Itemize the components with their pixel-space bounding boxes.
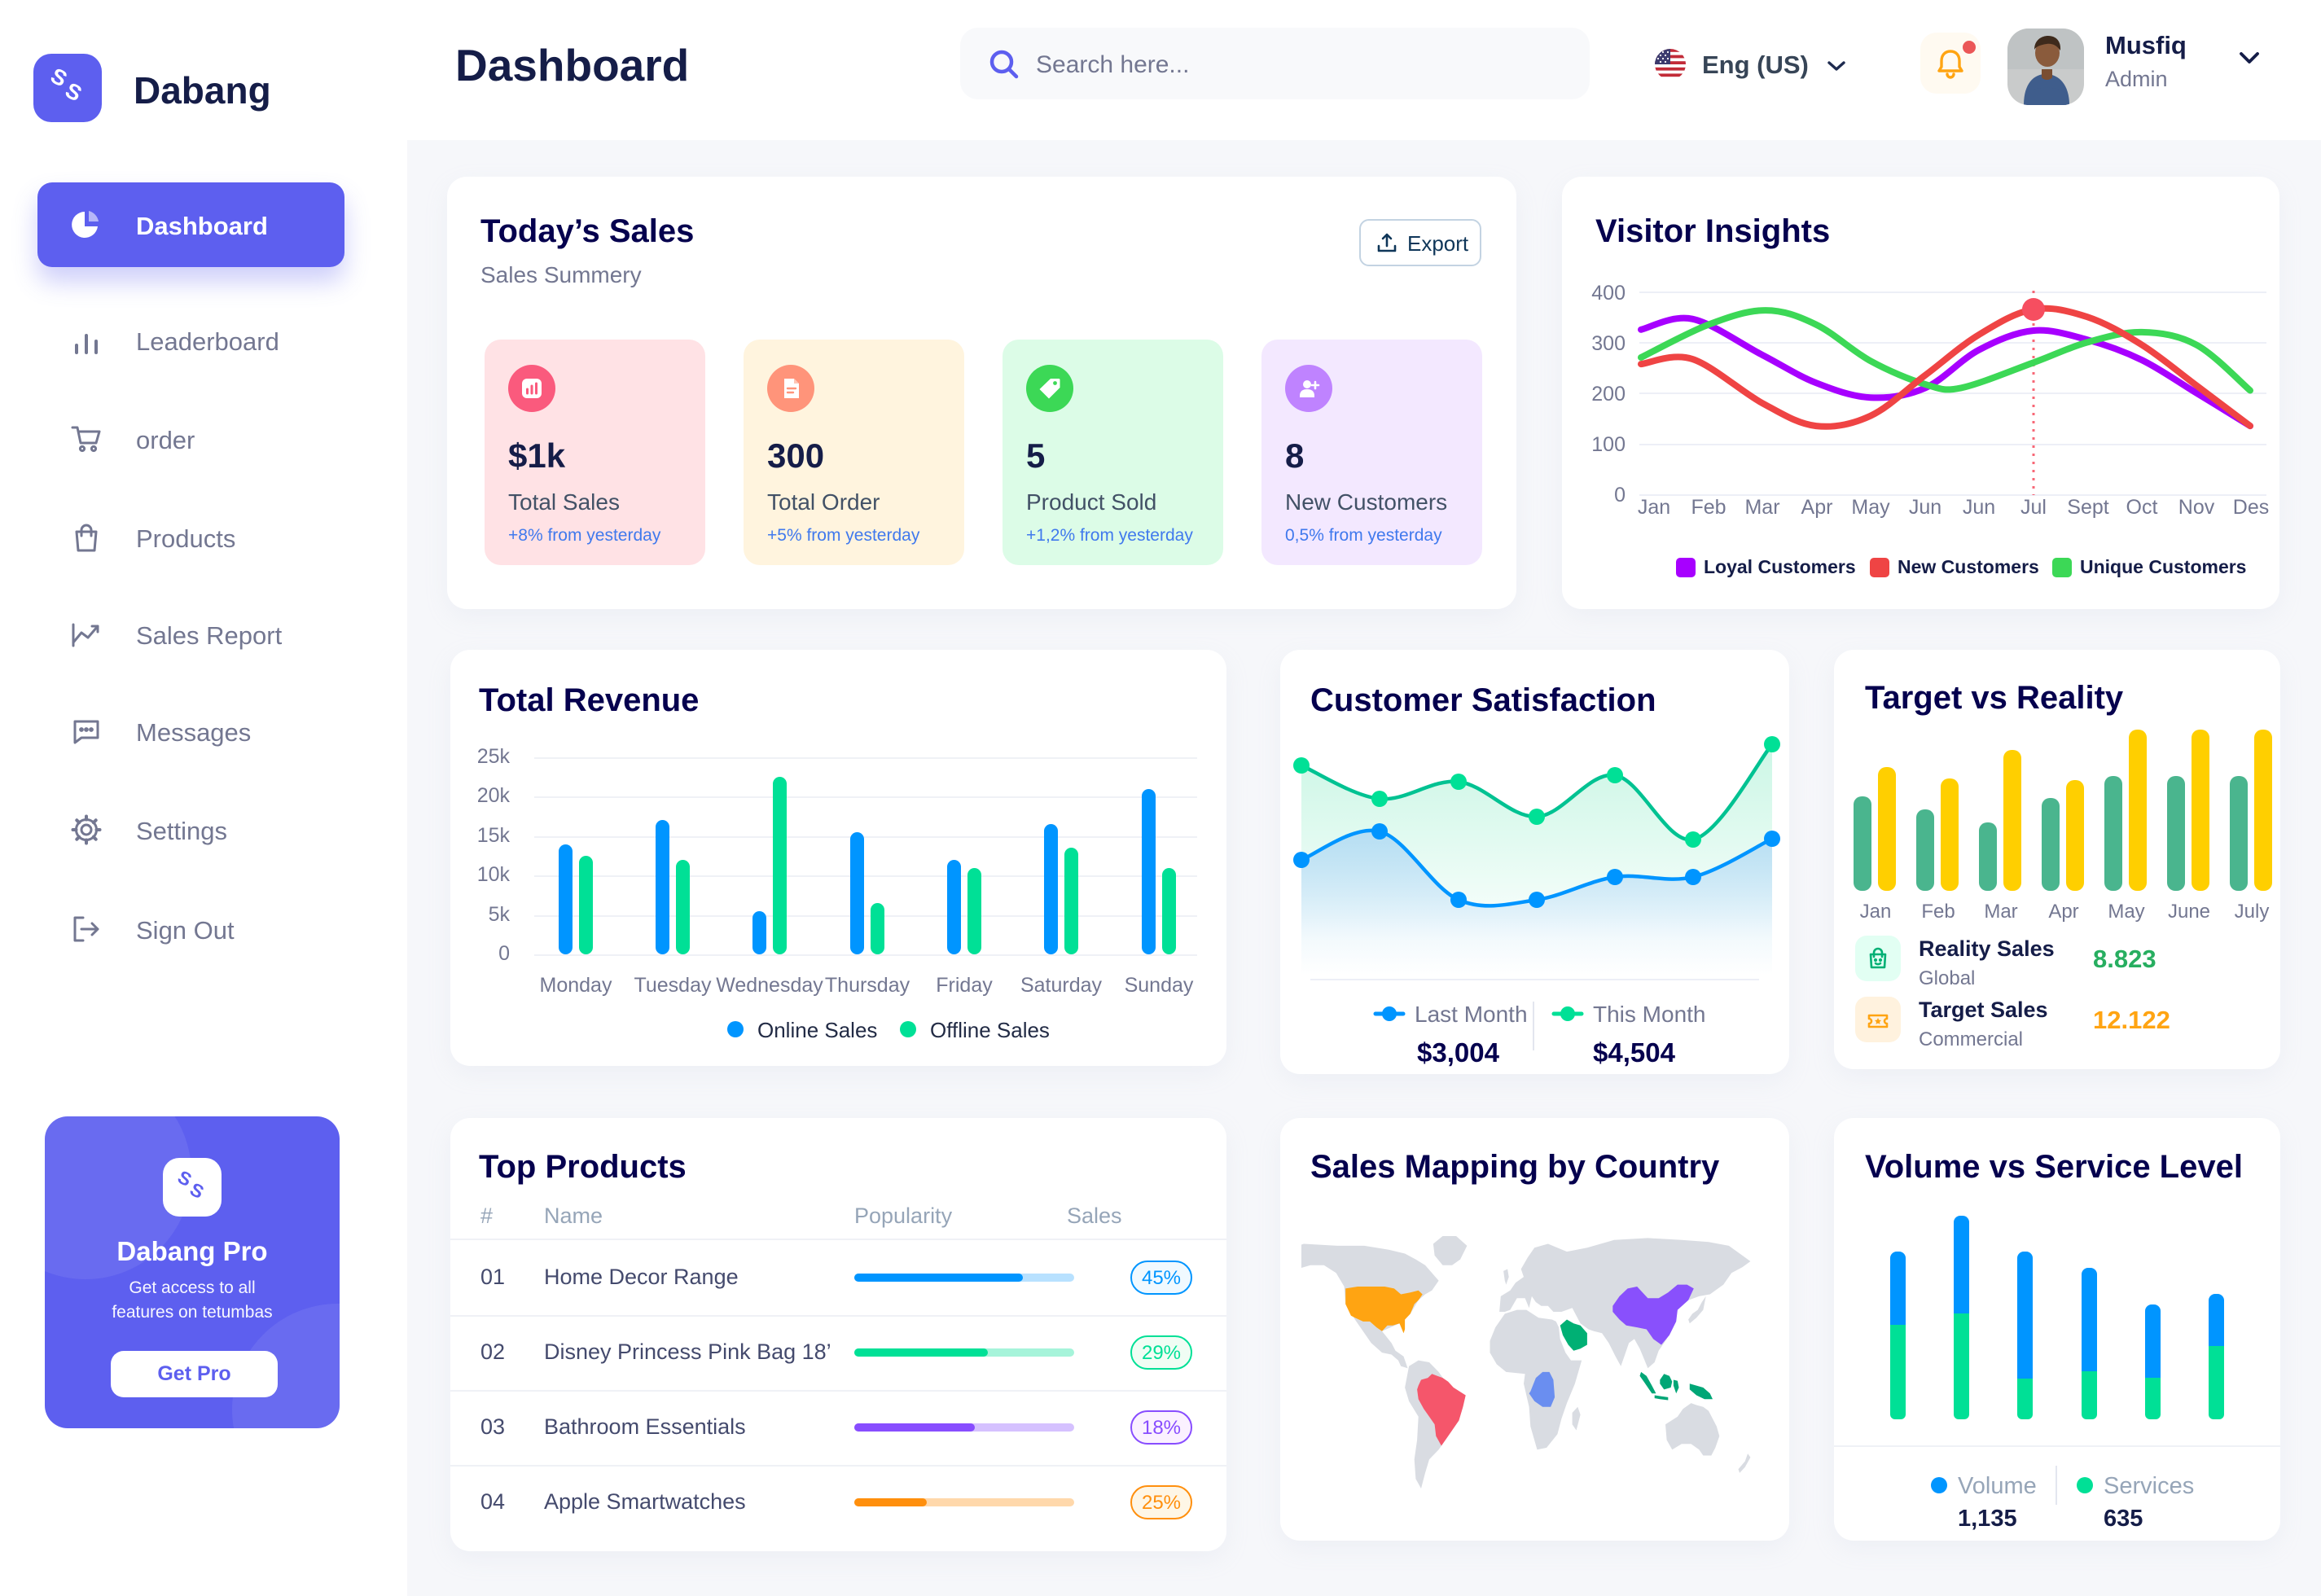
svg-text:Sept: Sept <box>2067 496 2108 519</box>
svg-text:New Customers: New Customers <box>1898 556 2039 577</box>
svg-text:Jan: Jan <box>1638 496 1670 519</box>
svg-text:Feb: Feb <box>1691 496 1726 519</box>
svg-text:Jul: Jul <box>2020 496 2047 519</box>
svg-text:100: 100 <box>1591 433 1626 456</box>
svg-text:Apr: Apr <box>1801 496 1833 519</box>
svg-text:Last Month: Last Month <box>1415 1002 1528 1027</box>
svg-text:300: 300 <box>1591 332 1626 355</box>
svg-text:Jun: Jun <box>1909 496 1941 519</box>
svg-text:Unique Customers: Unique Customers <box>2080 556 2246 577</box>
svg-text:200: 200 <box>1591 383 1626 406</box>
svg-text:Nov: Nov <box>2178 496 2215 519</box>
svg-text:0: 0 <box>1614 484 1626 506</box>
svg-text:May: May <box>1851 496 1890 519</box>
svg-text:$3,004: $3,004 <box>1417 1037 1500 1068</box>
svg-text:Oct: Oct <box>2126 496 2158 519</box>
svg-text:Mar: Mar <box>1744 496 1779 519</box>
svg-text:Jun: Jun <box>1963 496 1995 519</box>
svg-text:400: 400 <box>1591 282 1626 305</box>
svg-text:$4,504: $4,504 <box>1593 1037 1676 1068</box>
svg-text:Loyal Customers: Loyal Customers <box>1704 556 1856 577</box>
svg-text:This Month: This Month <box>1593 1002 1706 1027</box>
svg-text:Des: Des <box>2233 496 2269 519</box>
